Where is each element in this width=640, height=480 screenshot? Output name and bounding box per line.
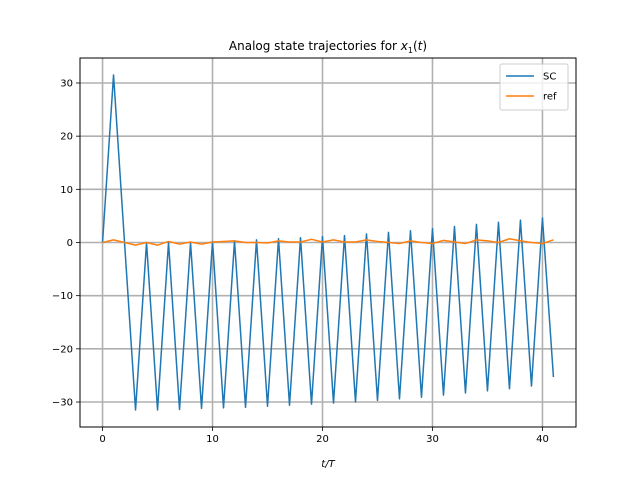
y-tick-label: −30 [52, 398, 73, 409]
chart-title: Analog state trajectories for x1(t) [229, 39, 427, 55]
series-layer [101, 74, 555, 411]
legend-box [499, 63, 569, 111]
legend-label-sc: SC [543, 72, 556, 83]
y-tick-label: −20 [52, 344, 73, 355]
x-tick-label: 0 [99, 434, 105, 445]
series-line-ref [102, 238, 554, 246]
x-axis-label: t/T [321, 459, 335, 470]
legend: SC ref [499, 63, 569, 111]
x-tick-label: 10 [206, 434, 219, 445]
y-tick-label: 0 [67, 238, 73, 249]
ticks: 0 10 20 30 40 −30 −20 −10 0 10 20 30 [52, 78, 549, 445]
x-tick-label: 40 [536, 434, 549, 445]
y-tick-label: 30 [60, 78, 73, 89]
y-tick-label: −10 [52, 291, 73, 302]
y-tick-label: 10 [60, 185, 73, 196]
x-tick-label: 30 [426, 434, 439, 445]
x-tick-label: 20 [316, 434, 329, 445]
series-line-sc [101, 74, 555, 411]
legend-label-ref: ref [543, 92, 557, 103]
y-tick-label: 20 [60, 132, 73, 143]
